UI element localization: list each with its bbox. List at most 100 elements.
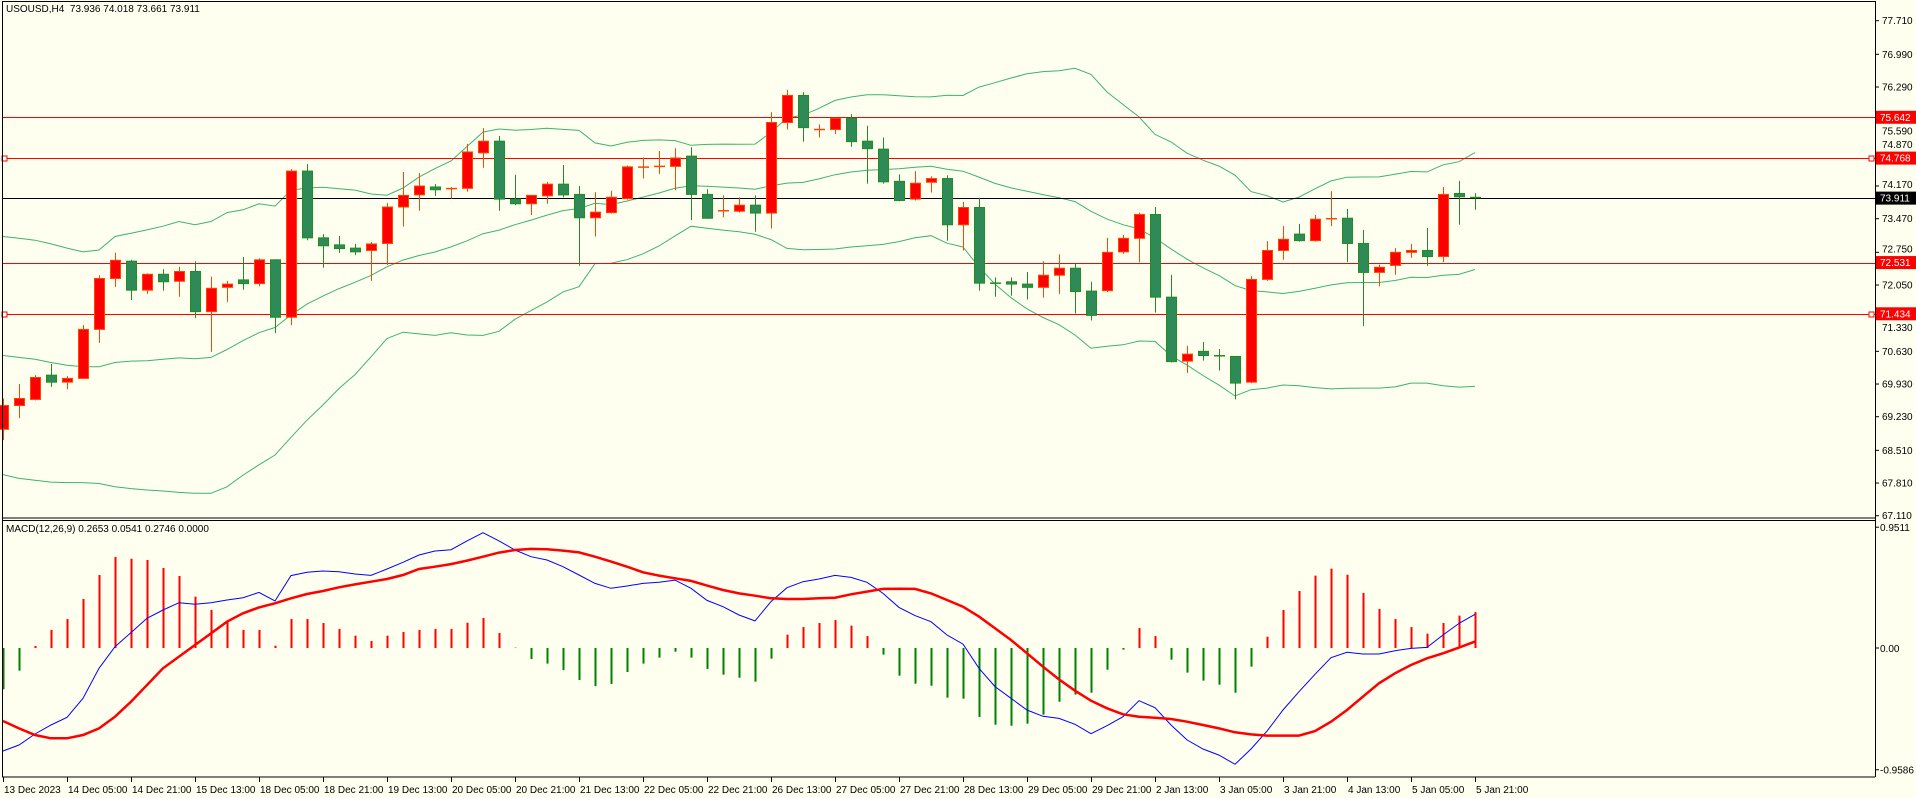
bearish-candle <box>1022 271 1033 300</box>
candle-body <box>286 170 297 318</box>
candle-body <box>1054 267 1065 276</box>
candle-body <box>14 398 25 407</box>
bearish-candle <box>46 363 57 387</box>
price-axis-label: 73.470 <box>1882 214 1913 225</box>
candle-body <box>766 122 777 214</box>
price-badge: 71.434 <box>1876 307 1916 321</box>
price-badge-background <box>1876 110 1916 124</box>
candle-body <box>1006 281 1017 285</box>
bullish-candle <box>30 375 41 401</box>
candle-body <box>1262 249 1273 280</box>
candle-body <box>1422 249 1433 258</box>
candle-body <box>142 273 153 291</box>
candle-body <box>702 193 713 219</box>
bearish-candle <box>494 136 505 211</box>
time-axis-label: 29 Dec 05:00 <box>1028 785 1088 796</box>
bearish-candle <box>1150 207 1161 313</box>
bollinger-bands <box>2 67 1476 494</box>
price-badge-label: 72.531 <box>1880 258 1911 269</box>
time-axis-label: 29 Dec 21:00 <box>1092 785 1152 796</box>
time-axis-label: 3 Jan 05:00 <box>1220 785 1273 796</box>
candle-body <box>222 283 233 288</box>
price-axis-label: 72.750 <box>1882 245 1913 256</box>
candle-body <box>318 237 329 247</box>
bearish-candle <box>1358 229 1369 327</box>
level-anchor-marker <box>1868 311 1875 318</box>
candle-body <box>158 273 169 283</box>
bearish-candle <box>702 189 713 219</box>
bearish-candle <box>318 234 329 268</box>
candle-body <box>622 166 633 200</box>
time-axis-label: 22 Dec 21:00 <box>708 785 768 796</box>
macd-header: MACD(12,26,9) 0.2653 0.0541 0.2746 0.000… <box>6 524 209 535</box>
bullish-candle <box>414 172 425 211</box>
time-axis-label: 19 Dec 13:00 <box>388 785 448 796</box>
bearish-candle <box>990 277 1001 297</box>
time-axis-label: 5 Jan 21:00 <box>1476 785 1529 796</box>
bearish-candle <box>1166 274 1177 363</box>
time-axis-label: 14 Dec 21:00 <box>132 785 192 796</box>
candle-body <box>1070 267 1081 293</box>
bullish-candle <box>830 117 841 135</box>
candle-body <box>30 376 41 400</box>
bullish-candle <box>1406 243 1417 258</box>
candle-body <box>1278 238 1289 251</box>
candle-body <box>686 155 697 195</box>
candle-body <box>1166 296 1177 363</box>
bullish-candle <box>782 89 793 130</box>
candle-body <box>1134 214 1145 239</box>
candle-body <box>494 140 505 200</box>
price-axis-label: 71.330 <box>1882 323 1913 334</box>
price-axis-label: 74.170 <box>1882 180 1913 191</box>
bullish-candle <box>1054 254 1065 294</box>
price-badge-label: 74.768 <box>1880 154 1911 165</box>
bullish-candle <box>1038 261 1049 298</box>
candle-body <box>1086 290 1097 316</box>
price-badge-label: 73.911 <box>1880 194 1910 205</box>
bullish-candle <box>734 197 745 213</box>
candle-body <box>174 270 185 282</box>
bearish-candle <box>1230 355 1241 400</box>
candle-body <box>1294 233 1305 242</box>
candle-body <box>1150 214 1161 298</box>
candle-body <box>398 194 409 208</box>
price-badges: 75.642 74.768 72.531 71.434 73.911 <box>1876 110 1916 321</box>
candle-body <box>126 260 137 291</box>
bullish-candle <box>366 242 377 281</box>
candle-body <box>1182 353 1193 362</box>
price-badge-background <box>1876 307 1916 321</box>
candles <box>0 89 1481 441</box>
candle-body <box>206 287 217 313</box>
candle-body <box>734 204 745 212</box>
bearish-candle <box>1070 264 1081 314</box>
bearish-candle <box>1214 349 1225 371</box>
price-badge: 75.642 <box>1876 110 1916 124</box>
candle-body <box>1390 251 1401 266</box>
bollinger-upper-band <box>2 67 1476 253</box>
symbol-header: USOUSD,H4 73.936 74.018 73.661 73.911 <box>6 4 200 15</box>
time-axis-label: 14 Dec 05:00 <box>68 785 128 796</box>
bullish-candle <box>638 157 649 179</box>
horizontal-levels <box>1 117 1875 318</box>
bullish-candle <box>606 190 617 214</box>
bearish-candle <box>238 257 249 290</box>
bullish-candle <box>1134 212 1145 263</box>
bearish-candle <box>878 137 889 184</box>
bullish-candle <box>174 266 185 297</box>
macd-axis-label: 0.00 <box>1880 644 1900 655</box>
bullish-candle <box>1438 186 1449 263</box>
bollinger-middle-band <box>2 165 1476 368</box>
candle-body <box>478 140 489 154</box>
price-badge: 73.911 <box>1876 191 1916 205</box>
bearish-candle <box>430 184 441 196</box>
candle-body <box>62 377 73 383</box>
bearish-candle <box>574 186 585 266</box>
candle-body <box>190 270 201 313</box>
macd-axis-label: -0.9586 <box>1880 766 1914 777</box>
candle-body <box>878 148 889 183</box>
bullish-candle <box>718 195 729 218</box>
time-axis-label: 20 Dec 21:00 <box>516 785 576 796</box>
macd-indicator <box>2 532 1477 765</box>
candle-body <box>1246 278 1257 383</box>
